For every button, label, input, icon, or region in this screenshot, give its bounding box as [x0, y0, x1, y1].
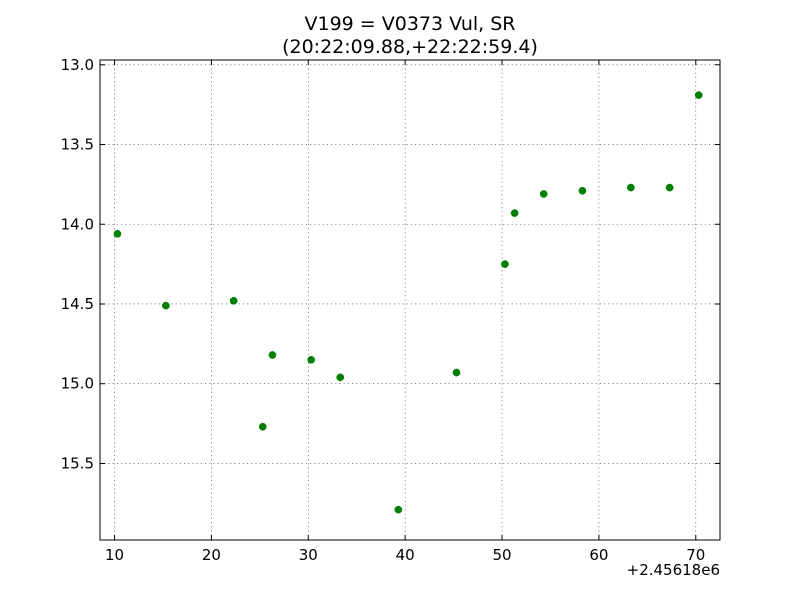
- grid-lines: [100, 60, 720, 540]
- data-point: [539, 190, 548, 198]
- data-point: [336, 373, 345, 382]
- y-tick-label: 14.0: [61, 215, 94, 233]
- data-point: [510, 209, 519, 217]
- data-point: [307, 355, 316, 364]
- data-point: [452, 368, 461, 377]
- x-tick-label: 10: [105, 546, 124, 564]
- y-tick-label: 15.0: [61, 375, 94, 393]
- y-tick-label: 13.5: [61, 136, 94, 154]
- x-tick-label: 70: [686, 546, 705, 564]
- data-point: [627, 183, 635, 192]
- chart-subtitle: (20:22:09.88,+22:22:59.4): [282, 36, 538, 58]
- axis-ticks: [100, 60, 720, 540]
- data-points: [113, 91, 703, 514]
- data-point: [162, 301, 170, 310]
- x-tick-label: 40: [396, 546, 415, 564]
- data-point: [578, 186, 587, 195]
- y-tick-label: 15.5: [61, 454, 94, 472]
- y-tick-label: 14.5: [61, 295, 94, 313]
- data-point: [394, 505, 403, 514]
- data-point: [113, 229, 122, 238]
- plot-frame: [99, 59, 721, 541]
- x-tick-label: 30: [299, 546, 318, 564]
- data-point: [501, 260, 509, 268]
- x-offset-label: +2.45618e6: [627, 561, 720, 579]
- tick-labels: 10 20 30 40 50 60 70 13.0 13.5 14.0 14.5 15.0 15.5: [61, 56, 706, 564]
- data-point: [665, 183, 674, 192]
- data-point: [268, 351, 277, 359]
- x-tick-label: 20: [202, 546, 221, 564]
- data-point: [258, 422, 267, 431]
- x-tick-label: 60: [589, 546, 608, 564]
- x-tick-label: 50: [492, 546, 511, 564]
- data-point: [229, 296, 238, 305]
- data-point: [694, 91, 703, 99]
- chart-title: V199 = V0373 Vul, SR: [304, 13, 515, 35]
- y-tick-label: 13.0: [61, 56, 94, 74]
